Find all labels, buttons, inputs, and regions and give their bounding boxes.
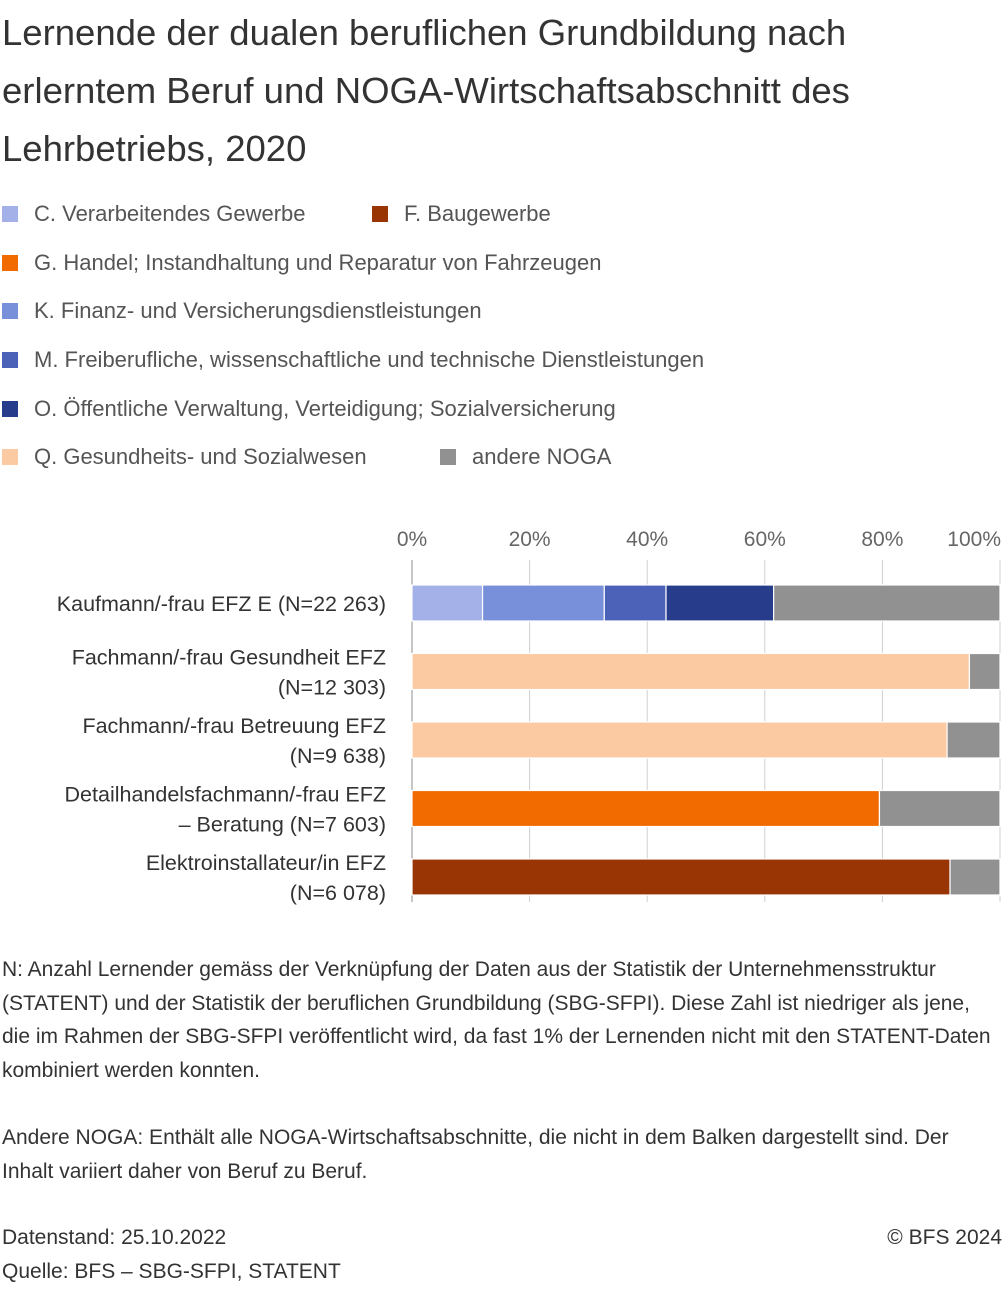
legend-item[interactable]: C. Verarbeitendes Gewerbe	[0, 196, 306, 232]
data-status: Datenstand: 25.10.2022	[2, 1226, 227, 1249]
legend-item[interactable]: K. Finanz- und Versicherungsdienstleistu…	[0, 293, 482, 329]
legend-item[interactable]: M. Freiberufliche, wissenschaftliche und…	[0, 342, 704, 378]
legend-item[interactable]: O. Öffentliche Verwaltung, Verteidigung;…	[0, 391, 616, 427]
legend-label: Q. Gesundheits- und Sozialwesen	[34, 444, 367, 469]
legend-swatch	[2, 449, 18, 465]
x-tick-label: 80%	[861, 528, 903, 551]
legend-item[interactable]: Q. Gesundheits- und Sozialwesen	[0, 439, 367, 475]
legend-swatch	[2, 206, 18, 222]
bar-segment	[949, 858, 1001, 896]
legend-label: C. Verarbeitendes Gewerbe	[34, 201, 306, 226]
noga-footnote: Andere NOGA: Enthält alle NOGA-Wirtschaf…	[2, 1126, 949, 1183]
bar-segment	[946, 721, 1001, 759]
legend-swatch	[2, 401, 18, 417]
bar-segment	[968, 652, 1001, 691]
category-label: (N=9 638)	[290, 744, 386, 768]
category-label: Kaufmann/-frau EFZ E (N=22 263)	[57, 592, 386, 616]
legend-swatch	[440, 449, 456, 465]
bar-segment	[603, 584, 667, 622]
legend-item[interactable]: G. Handel; Instandhaltung und Reparatur …	[0, 245, 602, 281]
category-label: (N=6 078)	[290, 881, 386, 905]
category-label: Elektroinstallateur/in EFZ	[146, 851, 386, 875]
legend-row: O. Öffentliche Verwaltung, Verteidigung;…	[0, 391, 1000, 427]
legend-row: K. Finanz- und Versicherungsdienstleistu…	[0, 293, 1000, 329]
x-tick-label: 0%	[397, 528, 427, 551]
n-footnote: N: Anzahl Lernender gemäss der Verknüpfu…	[2, 958, 991, 1082]
legend-label: K. Finanz- und Versicherungsdienstleistu…	[34, 298, 482, 323]
legend-swatch	[372, 206, 388, 222]
legend-label: G. Handel; Instandhaltung und Reparatur …	[34, 250, 602, 275]
legend-label: M. Freiberufliche, wissenschaftliche und…	[34, 347, 705, 372]
legend-row: C. Verarbeitendes Gewerbe F. Baugewerbe	[0, 196, 1000, 232]
bar-segment	[411, 858, 951, 896]
x-tick-label: 100%	[947, 528, 1001, 551]
bar-segment	[481, 584, 605, 622]
bar-segment	[411, 789, 881, 828]
bar-segment	[878, 789, 1001, 828]
legend-row: M. Freiberufliche, wissenschaftliche und…	[0, 342, 1000, 378]
category-label: Detailhandelsfachmann/-frau EFZ	[65, 783, 386, 807]
bar-segment	[665, 584, 775, 622]
legend-label: F. Baugewerbe	[404, 201, 551, 226]
bar-segment	[411, 652, 971, 691]
source: Quelle: BFS – SBG-SFPI, STATENT	[2, 1260, 341, 1283]
legend-row: Q. Gesundheits- und Sozialwesen andere N…	[0, 439, 1000, 475]
legend-swatch	[2, 352, 18, 368]
bar-segment	[773, 584, 1001, 622]
x-tick-label: 20%	[509, 528, 551, 551]
x-tick-label: 60%	[744, 528, 786, 551]
legend-item[interactable]: andere NOGA	[438, 439, 611, 475]
copyright: © BFS 2024	[887, 1226, 1002, 1249]
legend-label: andere NOGA	[472, 444, 612, 469]
bar-segment	[411, 584, 484, 622]
stacked-bar-chart: 0% 20% 40% 60% 80% 100% Kaufmann/-frau EFZ E (…	[57, 528, 1001, 905]
category-label: Fachmann/-frau Gesundheit EFZ	[72, 646, 386, 670]
legend-swatch	[2, 255, 18, 271]
x-tick-label: 40%	[626, 528, 668, 551]
legend-swatch	[2, 303, 18, 319]
category-label: (N=12 303)	[278, 676, 386, 700]
category-label: Fachmann/-frau Betreuung EFZ	[82, 714, 386, 738]
legend-item[interactable]: F. Baugewerbe	[370, 196, 551, 232]
chart-title: Lernende der dualen beruflichen Grundbil…	[2, 12, 850, 169]
bar-segment	[411, 721, 948, 759]
legend-label: O. Öffentliche Verwaltung, Verteidigung;…	[34, 396, 616, 421]
legend-row: G. Handel; Instandhaltung und Reparatur …	[0, 245, 1000, 281]
category-label: – Beratung (N=7 603)	[179, 813, 386, 837]
